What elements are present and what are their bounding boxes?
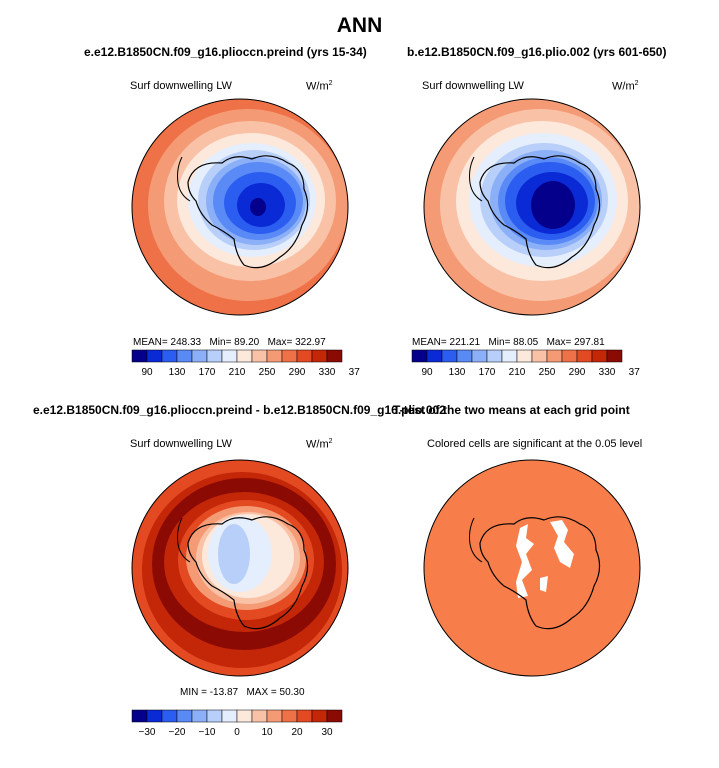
colorbar-box	[411, 349, 428, 363]
panel4-title: T-test of the two means at each grid poi…	[393, 403, 630, 417]
colorbar-tick-label: 90	[141, 367, 153, 378]
colorbar-box	[311, 349, 328, 363]
panel1-stats: MEAN= 248.33 Min= 89.20 Max= 322.97	[133, 337, 326, 348]
panel1-min: Min= 89.20	[209, 337, 260, 348]
colorbar-box	[146, 709, 163, 723]
colorbar-box	[236, 349, 253, 363]
colorbar-tick-label: 290	[569, 367, 586, 378]
colorbar-box	[146, 349, 163, 363]
colorbar-box	[131, 349, 148, 363]
colorbar-box	[281, 709, 298, 723]
colorbar-tick-label: 170	[199, 367, 216, 378]
panel4-map	[423, 459, 641, 677]
panel3-stats: MIN = -13.87 MAX = 50.30	[180, 687, 305, 698]
colorbar-tick-label: 0	[234, 727, 240, 738]
colorbar-box	[176, 709, 193, 723]
colorbar-tick-label: 210	[229, 367, 246, 378]
panel2-stats: MEAN= 221.21 Min= 88.05 Max= 297.81	[412, 337, 605, 348]
colorbar-tick-label: 10	[261, 727, 273, 738]
colorbar-box	[501, 349, 518, 363]
panel2-units: W/m2	[612, 80, 639, 93]
colorbar-box	[326, 709, 343, 723]
panel2-variable: Surf downwelling LW	[422, 80, 524, 92]
colorbar-box	[561, 349, 578, 363]
colorbar-tick-label: 90	[421, 367, 433, 378]
colorbar-box	[546, 349, 563, 363]
colorbar-tick-label: 370	[349, 367, 360, 378]
colorbar-tick-label: 250	[539, 367, 556, 378]
colorbar-tick-label: 370	[629, 367, 640, 378]
colorbar-box	[161, 709, 178, 723]
colorbar-box	[606, 349, 623, 363]
page-title: ANN	[336, 14, 383, 37]
panel1-max: Max= 322.97	[267, 337, 326, 348]
colorbar-box	[131, 709, 148, 723]
colorbar-box	[426, 349, 443, 363]
colorbar-tick-label: 130	[169, 367, 186, 378]
colorbar-tick-label: 330	[599, 367, 616, 378]
panel1-units: W/m2	[306, 80, 333, 93]
colorbar-box	[281, 349, 298, 363]
panel1-title: e.e12.B1850CN.f09_g16.plioccn.preind (yr…	[84, 45, 367, 59]
panel4-subtitle: Colored cells are significant at the 0.0…	[427, 438, 643, 450]
colorbar-box	[176, 349, 193, 363]
colorbar-box	[191, 349, 208, 363]
colorbar-tick-label: 290	[289, 367, 306, 378]
panel2-map	[423, 98, 641, 316]
colorbar-tick-label: 250	[259, 367, 276, 378]
colorbar-tick-label: 330	[319, 367, 336, 378]
panel3-colorbar: −30 −20 −10 0 10 20 30	[131, 709, 343, 738]
panel3-max: MAX = 50.30	[246, 687, 305, 698]
panel3-variable: Surf downwelling LW	[130, 438, 232, 450]
colorbar-box	[311, 709, 328, 723]
colorbar-box	[576, 349, 593, 363]
colorbar-box	[326, 349, 343, 363]
colorbar-box	[471, 349, 488, 363]
colorbar-box	[266, 349, 283, 363]
colorbar-box	[531, 349, 548, 363]
panel3-title: e.e12.B1850CN.f09_g16.plioccn.preind - b…	[33, 403, 446, 417]
panel3-map	[131, 459, 349, 677]
colorbar-box	[296, 709, 313, 723]
colorbar-tick-label: −20	[169, 727, 186, 738]
panel1-map	[131, 98, 349, 316]
colorbar-box	[206, 349, 223, 363]
colorbar-box	[456, 349, 473, 363]
colorbar-box	[251, 709, 268, 723]
colorbar-box	[221, 709, 238, 723]
colorbar-tick-label: 130	[449, 367, 466, 378]
panel1-variable: Surf downwelling LW	[130, 80, 232, 92]
colorbar-tick-label: −30	[139, 727, 156, 738]
panel2-colorbar: 90 130 170 210 250 290 330 370	[411, 349, 640, 378]
colorbar-tick-label: −10	[199, 727, 216, 738]
colorbar-box	[591, 349, 608, 363]
colorbar-box	[516, 349, 533, 363]
colorbar-box	[221, 349, 238, 363]
colorbar-tick-label: 170	[479, 367, 496, 378]
colorbar-box	[206, 709, 223, 723]
panel1-colorbar: 90 130 170 210 250 290 330 370	[131, 349, 360, 378]
colorbar-box	[296, 349, 313, 363]
colorbar-box	[251, 349, 268, 363]
panel2-mean: MEAN= 221.21	[412, 337, 481, 348]
colorbar-tick-label: 30	[321, 727, 333, 738]
colorbar-box	[191, 709, 208, 723]
panel3-units: W/m2	[306, 438, 333, 451]
panel2-max: Max= 297.81	[546, 337, 605, 348]
colorbar-tick-label: 20	[291, 727, 303, 738]
panel1-mean: MEAN= 248.33	[133, 337, 202, 348]
panel3-min: MIN = -13.87	[180, 687, 239, 698]
colorbar-box	[266, 709, 283, 723]
panel2-title: b.e12.B1850CN.f09_g16.plio.002 (yrs 601-…	[407, 45, 667, 59]
colorbar-box	[441, 349, 458, 363]
colorbar-box	[236, 709, 253, 723]
colorbar-tick-label: 210	[509, 367, 526, 378]
colorbar-box	[161, 349, 178, 363]
panel2-min: Min= 88.05	[488, 337, 539, 348]
colorbar-box	[486, 349, 503, 363]
